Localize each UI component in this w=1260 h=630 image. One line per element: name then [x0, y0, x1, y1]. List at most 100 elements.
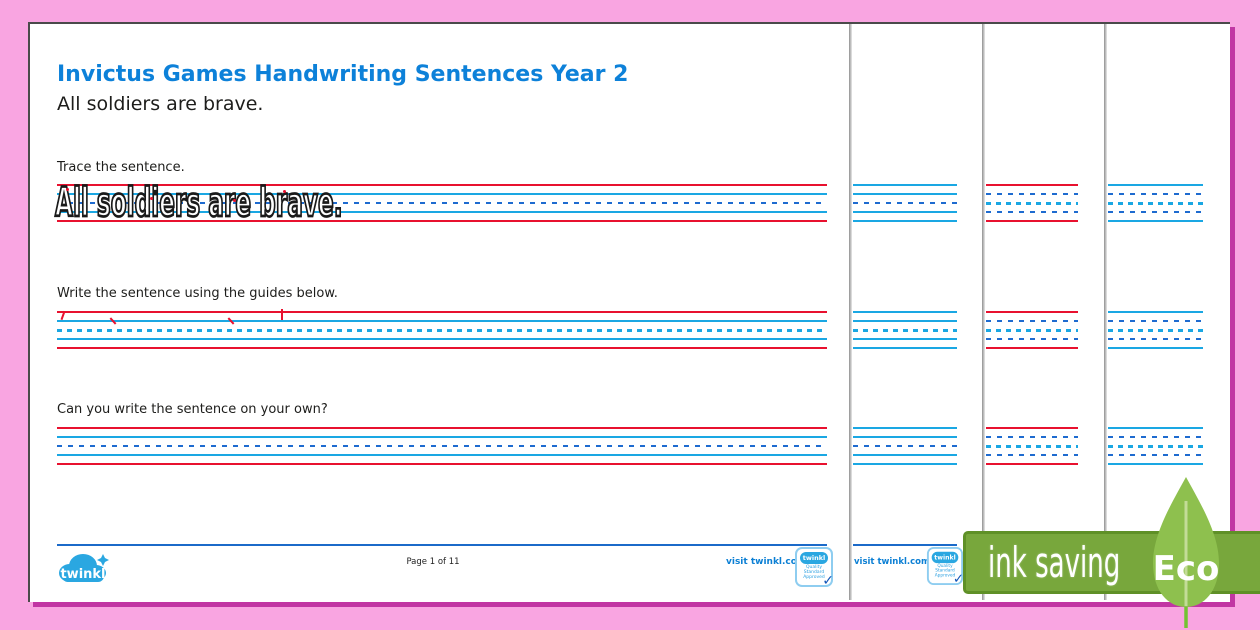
page2-visit-twinkl-link[interactable]: visit twinkl.com.au	[854, 557, 945, 567]
guide-line	[1108, 454, 1203, 457]
guide-line	[853, 454, 957, 456]
guide-line	[986, 201, 1078, 205]
own-guides	[57, 427, 827, 465]
guide-line	[57, 328, 827, 332]
guide-line	[57, 463, 827, 465]
guide-line	[986, 427, 1078, 429]
guide-line	[853, 220, 957, 222]
footer-divider	[57, 544, 827, 546]
page3-guides	[986, 427, 1078, 465]
letter-start-dot	[150, 197, 153, 200]
guide-line	[57, 311, 827, 313]
checkmark-icon: ✓	[952, 571, 964, 587]
guide-line	[1108, 338, 1203, 341]
guide-line	[853, 427, 957, 429]
guide-line	[986, 463, 1078, 465]
page4-guides	[1108, 311, 1203, 349]
page3-guides	[986, 311, 1078, 349]
guide-line	[1108, 427, 1203, 429]
guide-line	[1108, 463, 1203, 465]
twinkl-badge-logo: twinkl	[800, 552, 828, 564]
worksheet-sentence: All soldiers are brave.	[57, 93, 264, 115]
write-guides	[57, 311, 827, 349]
trace-instruction: Trace the sentence.	[57, 160, 185, 175]
own-instruction: Can you write the sentence on your own?	[57, 402, 328, 417]
guide-line	[853, 463, 957, 465]
guide-line	[853, 184, 957, 186]
guide-line	[986, 211, 1078, 214]
page-number: Page 1 of 11	[406, 557, 460, 567]
ink-saving-label: ink saving	[988, 538, 1121, 587]
page2-guides	[853, 427, 957, 465]
badge-caption-line2: Approved	[934, 573, 956, 579]
guide-line	[57, 220, 827, 222]
guide-line	[1108, 192, 1203, 195]
guide-line	[986, 338, 1078, 341]
guide-line	[57, 436, 827, 438]
eco-leaf-icon	[1153, 477, 1219, 628]
guide-line	[1108, 211, 1203, 214]
page3-guides	[986, 184, 1078, 222]
trace-guides	[57, 184, 827, 222]
badge-caption-line1: Quality Standard	[803, 565, 825, 575]
page2-guides	[853, 311, 957, 349]
guide-line	[853, 202, 957, 204]
guide-line	[853, 338, 957, 341]
guide-line	[1108, 220, 1203, 222]
guide-line	[986, 319, 1078, 322]
guide-line	[853, 193, 957, 195]
guide-line	[57, 211, 827, 213]
guide-line	[57, 319, 827, 322]
page2-guides	[853, 184, 957, 222]
guide-line	[57, 445, 827, 447]
twinkl-logo: twinkl	[59, 554, 109, 582]
guide-line	[57, 193, 827, 195]
guide-line	[57, 347, 827, 349]
guide-line	[986, 444, 1078, 448]
guide-line	[986, 347, 1078, 349]
guide-line	[57, 427, 827, 429]
page2-footer-divider	[853, 544, 957, 546]
visit-twinkl-link[interactable]: visit twinkl.com.au	[726, 557, 823, 567]
guide-line	[57, 454, 827, 456]
page4-guides	[1108, 184, 1203, 222]
guide-line	[986, 328, 1078, 332]
page2-quality-approved-badge: twinkl Quality Standard Approved ✓	[926, 547, 964, 587]
quality-approved-badge: twinkl Quality Standard Approved ✓	[795, 547, 834, 589]
trace-sentence-outline: All soldiers are brave.	[54, 180, 343, 226]
guide-line	[1108, 435, 1203, 438]
guide-line	[853, 436, 957, 438]
letter-start-dot	[283, 190, 286, 193]
guide-line	[853, 347, 957, 349]
page-edge-separator	[849, 24, 852, 600]
guide-line	[853, 445, 957, 447]
letter-start-mark	[281, 309, 283, 320]
guide-line	[986, 220, 1078, 222]
guide-line	[57, 202, 827, 204]
guide-line	[1108, 444, 1203, 448]
guide-line	[853, 328, 957, 332]
letter-start-dot	[66, 188, 69, 191]
guide-line	[1108, 311, 1203, 313]
guide-line	[986, 311, 1078, 313]
checkmark-icon: ✓	[822, 573, 834, 589]
guide-line	[1108, 201, 1203, 205]
guide-line	[986, 192, 1078, 195]
guide-line	[1108, 347, 1203, 349]
write-instruction: Write the sentence using the guides belo…	[57, 286, 338, 301]
letter-start-dot	[233, 199, 236, 202]
guide-line	[986, 184, 1078, 186]
twinkl-badge-logo: twinkl	[931, 551, 959, 564]
guide-line	[1108, 319, 1203, 322]
guide-line	[853, 311, 957, 313]
badge-caption-line2: Approved	[803, 575, 825, 580]
guide-line	[986, 454, 1078, 457]
guide-line	[853, 319, 957, 322]
page-edge-separator	[1104, 24, 1107, 600]
page-edge-separator	[982, 24, 985, 600]
guide-line	[1108, 328, 1203, 332]
guide-line	[986, 435, 1078, 438]
eco-label: Eco	[1152, 549, 1220, 589]
worksheet-title: Invictus Games Handwriting Sentences Yea…	[57, 62, 629, 87]
guide-line	[57, 184, 827, 186]
